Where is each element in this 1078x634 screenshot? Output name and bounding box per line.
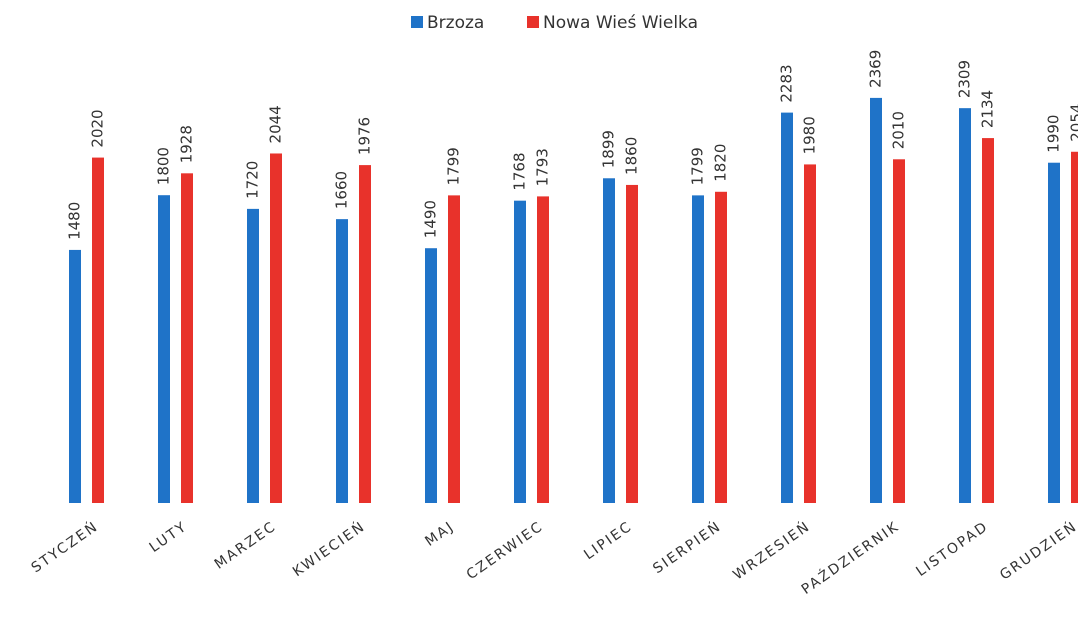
x-tick-label: LUTY: [147, 518, 191, 555]
value-label: 2020: [89, 109, 107, 147]
bar: [715, 191, 727, 503]
bar: [982, 138, 994, 503]
x-tick-label: KWIECIEŃ: [289, 517, 369, 580]
legend-label: Brzoza: [427, 13, 484, 33]
bar: [336, 219, 348, 503]
bar: [270, 153, 282, 503]
value-label: 2369: [867, 50, 885, 88]
bar: [537, 196, 549, 503]
bar: [448, 195, 460, 503]
bar: [893, 159, 905, 504]
value-label: 1490: [422, 200, 440, 238]
value-label: 1820: [712, 144, 730, 182]
value-label: 1720: [244, 161, 262, 199]
value-label: 1660: [333, 171, 351, 209]
legend-label: Nowa Wieś Wielka: [543, 13, 698, 33]
bar: [425, 248, 437, 503]
x-tick-label: STYCZEŃ: [27, 517, 101, 576]
x-tick-label: LISTOPAD: [913, 518, 991, 579]
bar: [69, 249, 81, 503]
x-tick-label: WRZESIEŃ: [729, 517, 813, 584]
value-label: 1799: [445, 147, 463, 185]
bar: [158, 195, 170, 503]
value-label: 1976: [356, 117, 374, 155]
x-tick-label: PAŹDZIERNIK: [798, 517, 903, 598]
legend-swatch: [527, 16, 539, 28]
bar: [781, 112, 793, 504]
x-tick-label: GRUDZIEŃ: [996, 517, 1078, 584]
bar: [1071, 151, 1078, 504]
value-label: 1899: [600, 130, 618, 168]
bar: [870, 97, 882, 503]
bar: [626, 184, 638, 503]
bar: [603, 178, 615, 503]
value-label: 2010: [890, 111, 908, 149]
value-label: 1980: [801, 116, 819, 154]
legend: Brzoza Nowa Wieś Wielka: [411, 13, 698, 33]
bar: [804, 164, 816, 504]
value-label: 2054: [1068, 104, 1078, 142]
x-tick-label: SIERPIEŃ: [649, 517, 724, 577]
value-label: 1768: [511, 152, 529, 190]
x-tick-label: MARZEC: [212, 518, 280, 572]
bar: [1048, 162, 1060, 503]
bar: [692, 195, 704, 503]
x-tick-label: MAJ: [422, 518, 457, 549]
bar: [959, 108, 971, 503]
value-label: 1860: [623, 137, 641, 175]
value-label: 1793: [534, 148, 552, 186]
bar: [514, 200, 526, 503]
value-label: 1800: [155, 147, 173, 185]
bar: [247, 208, 259, 503]
value-label: 2134: [979, 90, 997, 128]
bar: [92, 157, 104, 503]
legend-swatch: [411, 16, 423, 28]
value-label: 1928: [178, 125, 196, 163]
value-label: 1480: [66, 202, 84, 240]
x-tick-label: LIPIEC: [581, 518, 635, 563]
x-tick-label: CZERWIEC: [464, 518, 547, 583]
value-label: 2044: [267, 105, 285, 143]
value-label: 1990: [1045, 115, 1063, 153]
value-label: 2309: [956, 60, 974, 98]
bar: [181, 173, 193, 503]
value-label: 1799: [689, 147, 707, 185]
bar: [359, 165, 371, 503]
value-label: 2283: [778, 64, 796, 102]
